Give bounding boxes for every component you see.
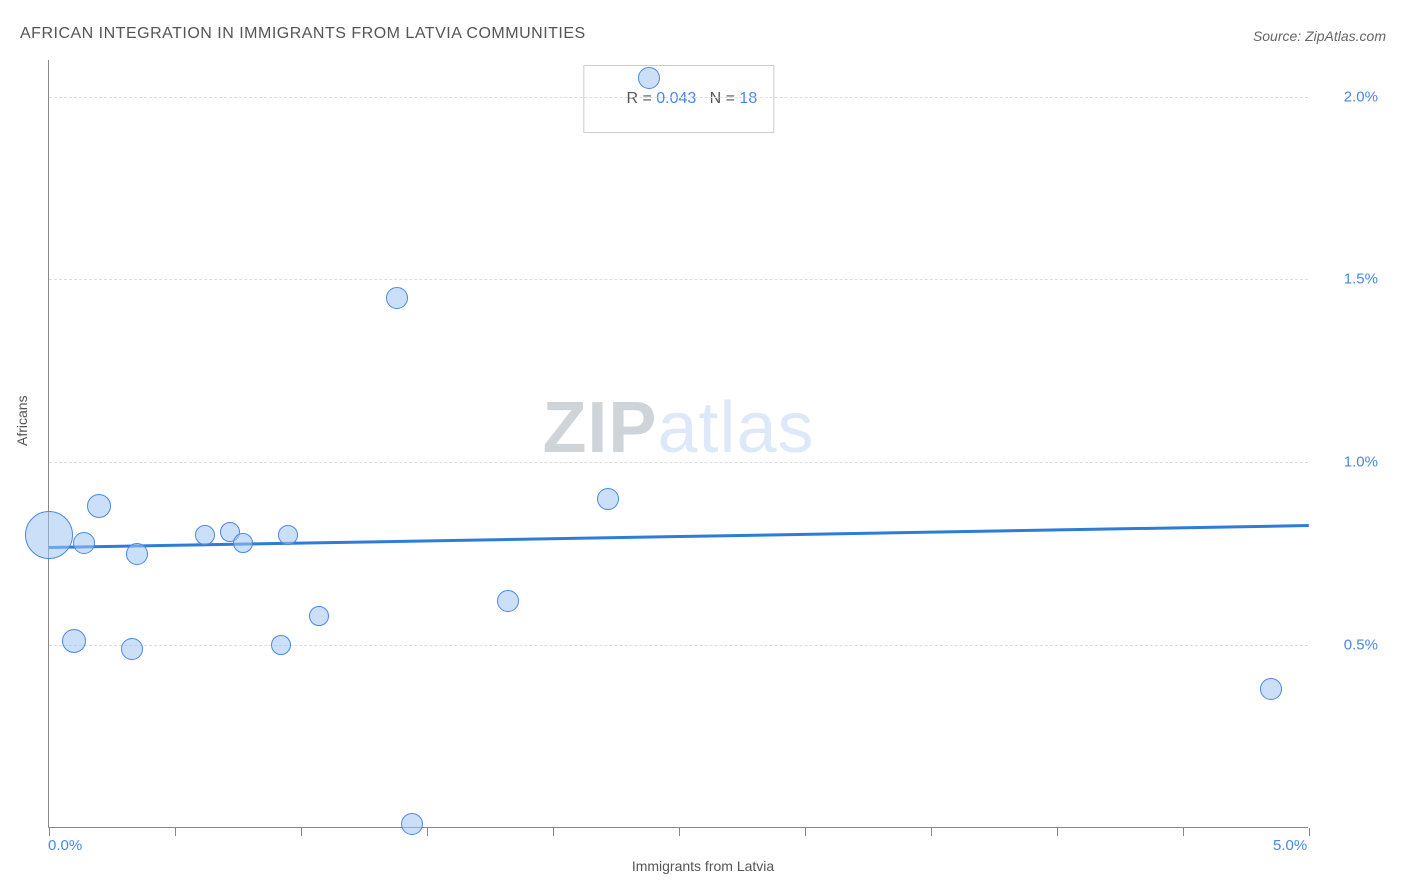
data-point [121,638,143,660]
data-point [1260,678,1282,700]
data-point [25,511,73,559]
x-tick [1183,828,1184,836]
watermark: ZIPatlas [542,387,814,469]
data-point [126,543,148,565]
x-tick [679,828,680,836]
gridline [49,462,1308,463]
x-tick [805,828,806,836]
data-point [278,525,298,545]
data-point [386,287,408,309]
legend-box: R = 0.043 N = 18 [583,65,774,133]
x-tick [175,828,176,836]
plot-area: ZIPatlas R = 0.043 N = 18 [48,60,1308,828]
data-point [271,635,291,655]
y-tick-label: 2.0% [1344,88,1378,105]
legend-r-label: R = [626,90,656,107]
data-point [597,488,619,510]
x-tick-label: 5.0% [1273,837,1307,854]
x-tick [1057,828,1058,836]
data-point [195,525,215,545]
gridline [49,645,1308,646]
x-tick [553,828,554,836]
x-tick [1309,828,1310,836]
watermark-light: atlas [657,388,814,468]
x-axis-label: Immigrants from Latvia [632,858,774,874]
gridline [49,279,1308,280]
chart-title: AFRICAN INTEGRATION IN IMMIGRANTS FROM L… [20,25,586,43]
y-tick-label: 1.5% [1344,271,1378,288]
x-tick [49,828,50,836]
data-point [233,533,253,553]
gridline [49,97,1308,98]
x-tick-label: 0.0% [48,837,82,854]
chart-container: AFRICAN INTEGRATION IN IMMIGRANTS FROM L… [0,0,1406,892]
data-point [497,590,519,612]
data-point [87,494,111,518]
x-tick [301,828,302,836]
watermark-bold: ZIP [542,388,657,468]
y-tick-label: 0.5% [1344,637,1378,654]
y-tick-label: 1.0% [1344,454,1378,471]
data-point [401,813,423,835]
y-axis-label: Africans [14,395,30,446]
data-point [638,67,660,89]
data-point [73,532,95,554]
data-point [62,629,86,653]
legend-r-value: 0.043 [656,90,696,107]
x-tick [931,828,932,836]
legend-n-label: N = [696,90,739,107]
x-tick [427,828,428,836]
data-point [309,606,329,626]
chart-source: Source: ZipAtlas.com [1253,28,1386,44]
legend-n-value: 18 [739,90,757,107]
